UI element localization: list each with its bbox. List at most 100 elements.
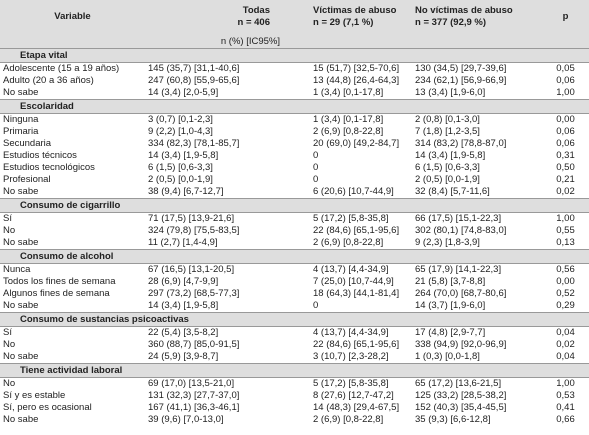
cell: 14 (48,3) [29,4-67,5] xyxy=(313,402,400,413)
data-row: Algunos fines de semana 297 (73,2) [68,5-… xyxy=(0,288,589,300)
cell: 130 (34,5) [29,7-39,6] xyxy=(415,63,507,74)
cell: 0,06 xyxy=(556,126,575,137)
data-row: Sí 22 (5,4) [3,5-8,2] 4 (13,7) [4,4-34,9] 1… xyxy=(0,327,589,340)
cell: No xyxy=(3,225,16,236)
cell: 24 (5,9) [3,9-8,7] xyxy=(148,351,219,362)
cell: 0,02 xyxy=(556,186,575,197)
cell: 2 (6,9) [0,8-22,8] xyxy=(313,237,384,248)
cell: 131 (32,3) [27,7-37,0] xyxy=(148,390,240,401)
cell: 314 (83,2) [78,8-87,0] xyxy=(415,138,507,149)
cell: Estudios tecnológicos xyxy=(3,162,95,173)
cell: 9 (2,2) [1,0-4,3] xyxy=(148,126,213,137)
cell: 4 (13,7) [4,4-34,9] xyxy=(313,327,389,338)
cell: 0,02 xyxy=(556,339,575,350)
data-row: Estudios tecnológicos 6 (1,5) [0,6-3,3] 0 6… xyxy=(0,162,589,174)
cell: No sabe xyxy=(3,351,39,362)
cell: 3 (0,7) [0,1-2,3] xyxy=(148,114,213,125)
data-row: Secundaria 334 (82,3) [78,1-85,7] 20 (69,0… xyxy=(0,138,589,150)
data-table: Variable Todas n = 406 Víctimas de abuso… xyxy=(0,0,589,426)
cell: 0,04 xyxy=(556,327,575,338)
cell: 38 (9,4) [6,7-12,7] xyxy=(148,186,224,197)
data-row: No sabe 24 (5,9) [3,9-8,7] 3 (10,7) [2,3-2… xyxy=(0,351,589,364)
cell: 0,06 xyxy=(556,138,575,149)
cell: Ninguna xyxy=(3,114,39,125)
cell: 17 (4,8) [2,9-7,7] xyxy=(415,327,486,338)
cell: Algunos fines de semana xyxy=(3,288,110,299)
cell: 0,00 xyxy=(556,114,575,125)
section-row: Consumo de alcohol xyxy=(0,249,589,264)
cell: 13 (44,8) [26,4-64,3] xyxy=(313,75,400,86)
cell: 22 (5,4) [3,5-8,2] xyxy=(148,327,219,338)
cell: 234 (62,1) [56,9-66,9] xyxy=(415,75,507,86)
cell: 0,06 xyxy=(556,75,575,86)
cell: Adolescente (15 a 19 años) xyxy=(3,63,120,74)
cell: 14 (3,4) [1,9-5,8] xyxy=(415,150,486,161)
cell: 264 (70,0) [68,7-80,6] xyxy=(415,288,507,299)
cell: Secundaria xyxy=(3,138,52,149)
data-row: Adolescente (15 a 19 años) 145 (35,7) [31… xyxy=(0,63,589,76)
data-row: Sí 71 (17,5) [13,9-21,6] 5 (17,2) [5,8-35,… xyxy=(0,213,589,226)
cell: 14 (3,4) [1,9-5,8] xyxy=(148,300,219,311)
data-row: Primaria 9 (2,2) [1,0-4,3] 2 (6,9) [0,8-22… xyxy=(0,126,589,138)
cell: Estudios técnicos xyxy=(3,150,77,161)
cell: 0,13 xyxy=(556,237,575,248)
cell: No sabe xyxy=(3,414,39,425)
cell: 67 (16,5) [13,1-20,5] xyxy=(148,264,235,275)
cell: 2 (0,5) [0,0-1,9] xyxy=(415,174,480,185)
data-row: No 360 (88,7) [85,0-91,5] 22 (84,6) [65,1-… xyxy=(0,339,589,351)
cell: 3 (10,7) [2,3-28,2] xyxy=(313,351,389,362)
cell: No xyxy=(3,339,16,350)
header-cell: No víctimas de abuso n = 377 (92,9 %) xyxy=(412,0,542,34)
cell: 0,53 xyxy=(556,390,575,401)
cell: 0,31 xyxy=(556,150,575,161)
data-row: No sabe 39 (9,6) [7,0-13,0] 2 (6,9) [0,8-2… xyxy=(0,414,589,426)
cell: 35 (9,3) [6,6-12,8] xyxy=(415,414,491,425)
data-row: Estudios técnicos 14 (3,4) [1,9-5,8] 0 14 (… xyxy=(0,150,589,162)
header-cell: Todas n = 406 xyxy=(145,0,310,34)
cell: Sí xyxy=(3,213,12,224)
cell: 21 (5,8) [3,7-8,8] xyxy=(415,276,486,287)
cell: 0,04 xyxy=(556,351,575,362)
cell: Adulto (20 a 36 años) xyxy=(3,75,94,86)
header-cell: Variable xyxy=(0,0,145,34)
cell: 14 (3,4) [1,9-5,8] xyxy=(148,150,219,161)
data-row: No sabe 14 (3,4) [2,0-5,9] 1 (3,4) [0,1-17… xyxy=(0,87,589,100)
cell: 0,21 xyxy=(556,174,575,185)
section-title: Escolaridad xyxy=(0,99,589,114)
cell: 125 (33,2) [28,5-38,2] xyxy=(415,390,507,401)
cell: 1 (0,3) [0,0-1,8] xyxy=(415,351,480,362)
cell: 4 (13,7) [4,4-34,9] xyxy=(313,264,389,275)
cell: 152 (40,3) [35,4-45,5] xyxy=(415,402,507,413)
cell: 1,00 xyxy=(556,378,575,389)
cell: 167 (41,1) [36,3-46,1] xyxy=(148,402,240,413)
cell: 6 (1,5) [0,6-3,3] xyxy=(415,162,480,173)
cell: Primaria xyxy=(3,126,39,137)
cell: 22 (84,6) [65,1-95,6] xyxy=(313,225,400,236)
cell: 71 (17,5) [13,9-21,6] xyxy=(148,213,235,224)
cell: 11 (2,7) [1,4-4,9] xyxy=(148,237,218,248)
cell: 0 xyxy=(313,174,319,185)
cell: 1 (3,4) [0,1-17,8] xyxy=(313,114,384,125)
cell: 297 (73,2) [68,5-77,3] xyxy=(148,288,240,299)
cell: 247 (60,8) [55,9-65,6] xyxy=(148,75,240,86)
section-row: Consumo de sustancias psicoactivas xyxy=(0,312,589,327)
section-title: Etapa vital xyxy=(0,48,589,63)
header-cell: Víctimas de abuso n = 29 (7,1 %) xyxy=(310,0,412,34)
cell: 6 (1,5) [0,6-3,3] xyxy=(148,162,213,173)
cell: 2 (6,9) [0,8-22,8] xyxy=(313,414,384,425)
cell: 0,41 xyxy=(556,402,575,413)
data-row: No 324 (79,8) [75,5-83,5] 22 (84,6) [65,1-… xyxy=(0,225,589,237)
cell: 14 (3,7) [1,9-6,0] xyxy=(415,300,486,311)
cell: 65 (17,2) [13,6-21,5] xyxy=(415,378,502,389)
cell: 1,00 xyxy=(556,213,575,224)
section-row: Consumo de cigarrillo xyxy=(0,198,589,213)
header-row: Variable Todas n = 406 Víctimas de abuso… xyxy=(0,0,589,34)
cell: 0,52 xyxy=(556,288,575,299)
cell: 1 (3,4) [0,1-17,8] xyxy=(313,87,384,98)
cell: 22 (84,6) [65,1-95,6] xyxy=(313,339,400,350)
cell: 2 (0,5) [0,0-1,9] xyxy=(148,174,213,185)
cell: 360 (88,7) [85,0-91,5] xyxy=(148,339,240,350)
cell: 0 xyxy=(313,162,319,173)
data-row: Sí y es estable 131 (32,3) [27,7-37,0] 8 (… xyxy=(0,390,589,402)
cell: 0,05 xyxy=(556,63,575,74)
